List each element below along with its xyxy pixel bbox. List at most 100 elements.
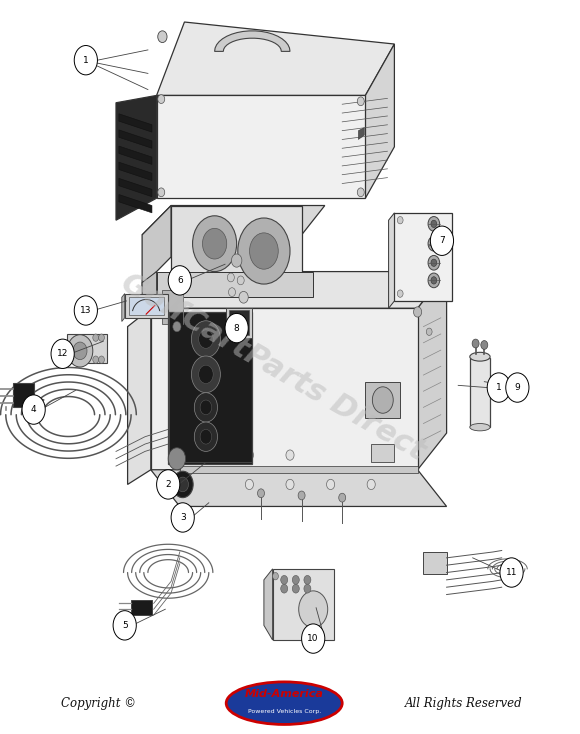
Polygon shape (389, 213, 394, 308)
Polygon shape (162, 290, 183, 324)
Circle shape (397, 217, 403, 224)
Circle shape (428, 273, 440, 288)
Circle shape (258, 489, 264, 498)
Circle shape (239, 291, 248, 303)
Circle shape (93, 356, 99, 363)
Circle shape (22, 395, 45, 424)
Circle shape (431, 259, 437, 266)
Circle shape (414, 307, 422, 317)
Circle shape (171, 503, 194, 532)
Circle shape (200, 429, 212, 444)
Circle shape (506, 373, 529, 402)
Polygon shape (142, 206, 171, 286)
Circle shape (428, 217, 440, 231)
Circle shape (67, 335, 93, 367)
Polygon shape (215, 31, 290, 51)
Text: 12: 12 (57, 349, 68, 358)
Circle shape (357, 97, 364, 106)
Ellipse shape (470, 424, 490, 431)
Circle shape (430, 226, 454, 255)
Polygon shape (119, 130, 152, 148)
Circle shape (281, 575, 288, 584)
Text: 6: 6 (177, 276, 183, 285)
Circle shape (51, 339, 74, 368)
Text: 4: 4 (31, 405, 37, 414)
Text: 2: 2 (165, 480, 171, 489)
Circle shape (194, 422, 218, 451)
Polygon shape (394, 213, 452, 301)
Circle shape (286, 479, 294, 490)
Circle shape (198, 330, 213, 348)
Polygon shape (119, 178, 152, 197)
Circle shape (426, 328, 432, 335)
Circle shape (191, 356, 220, 393)
Circle shape (292, 584, 299, 593)
Text: 5: 5 (122, 621, 128, 630)
Circle shape (357, 188, 364, 197)
Circle shape (194, 393, 218, 422)
Circle shape (158, 31, 167, 43)
Polygon shape (130, 600, 152, 615)
Circle shape (372, 387, 393, 413)
Polygon shape (142, 272, 157, 308)
Polygon shape (358, 128, 364, 139)
Circle shape (202, 228, 227, 259)
Polygon shape (157, 95, 365, 198)
Circle shape (273, 573, 278, 580)
Polygon shape (470, 358, 490, 427)
Circle shape (93, 334, 99, 341)
Text: 10: 10 (307, 634, 319, 643)
Polygon shape (157, 272, 313, 297)
Polygon shape (128, 308, 151, 484)
Polygon shape (125, 294, 168, 318)
Circle shape (472, 339, 479, 348)
Text: 1: 1 (83, 56, 89, 65)
Polygon shape (264, 569, 273, 640)
Circle shape (113, 611, 136, 640)
Polygon shape (157, 22, 394, 95)
Circle shape (245, 450, 253, 460)
Polygon shape (119, 195, 152, 213)
Circle shape (225, 313, 248, 343)
Circle shape (168, 266, 191, 295)
Circle shape (292, 575, 299, 584)
Circle shape (299, 591, 328, 628)
Circle shape (158, 95, 165, 103)
Polygon shape (129, 297, 164, 315)
Circle shape (302, 624, 325, 653)
Text: Copyright ©: Copyright © (61, 697, 136, 710)
Circle shape (304, 575, 311, 584)
Circle shape (158, 188, 165, 197)
Circle shape (327, 479, 335, 490)
Circle shape (428, 236, 440, 251)
Circle shape (431, 240, 437, 247)
Circle shape (200, 400, 212, 415)
Polygon shape (151, 308, 418, 470)
Text: 13: 13 (80, 306, 92, 315)
Circle shape (238, 218, 290, 284)
Circle shape (237, 276, 244, 285)
Text: 9: 9 (514, 383, 520, 392)
Polygon shape (122, 294, 125, 321)
Circle shape (227, 273, 234, 282)
Polygon shape (226, 308, 252, 338)
Circle shape (431, 220, 437, 228)
Polygon shape (168, 312, 252, 464)
Polygon shape (142, 206, 325, 235)
Polygon shape (273, 569, 333, 640)
Circle shape (286, 450, 294, 460)
Text: Powered Vehicles Corp.: Powered Vehicles Corp. (248, 709, 321, 713)
Circle shape (73, 342, 87, 360)
Circle shape (245, 479, 253, 490)
Circle shape (249, 233, 278, 269)
Circle shape (481, 341, 488, 349)
Circle shape (229, 288, 235, 297)
Polygon shape (371, 444, 394, 462)
Circle shape (177, 477, 189, 492)
Circle shape (397, 290, 403, 297)
Text: 8: 8 (234, 324, 240, 333)
Text: Mid-America: Mid-America (245, 689, 324, 700)
Polygon shape (67, 334, 107, 363)
Polygon shape (180, 466, 418, 473)
Circle shape (231, 254, 242, 267)
